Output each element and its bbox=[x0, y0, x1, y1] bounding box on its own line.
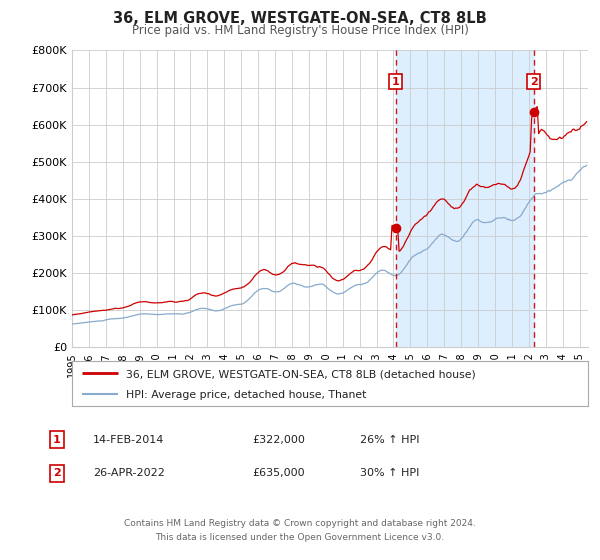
Text: 26% ↑ HPI: 26% ↑ HPI bbox=[360, 435, 419, 445]
Bar bbox=[395, 50, 534, 347]
Text: This data is licensed under the Open Government Licence v3.0.: This data is licensed under the Open Gov… bbox=[155, 533, 445, 542]
Text: 30% ↑ HPI: 30% ↑ HPI bbox=[360, 468, 419, 478]
Text: Contains HM Land Registry data © Crown copyright and database right 2024.: Contains HM Land Registry data © Crown c… bbox=[124, 519, 476, 528]
Text: 1: 1 bbox=[53, 435, 61, 445]
Text: 26-APR-2022: 26-APR-2022 bbox=[93, 468, 165, 478]
Text: HPI: Average price, detached house, Thanet: HPI: Average price, detached house, Than… bbox=[126, 390, 367, 400]
Text: £322,000: £322,000 bbox=[252, 435, 305, 445]
Text: 2: 2 bbox=[530, 77, 538, 87]
Text: 2: 2 bbox=[53, 468, 61, 478]
Text: 36, ELM GROVE, WESTGATE-ON-SEA, CT8 8LB: 36, ELM GROVE, WESTGATE-ON-SEA, CT8 8LB bbox=[113, 11, 487, 26]
Text: £635,000: £635,000 bbox=[252, 468, 305, 478]
Text: 14-FEB-2014: 14-FEB-2014 bbox=[93, 435, 164, 445]
Text: 1: 1 bbox=[392, 77, 400, 87]
Text: 36, ELM GROVE, WESTGATE-ON-SEA, CT8 8LB (detached house): 36, ELM GROVE, WESTGATE-ON-SEA, CT8 8LB … bbox=[126, 370, 476, 380]
Text: Price paid vs. HM Land Registry's House Price Index (HPI): Price paid vs. HM Land Registry's House … bbox=[131, 24, 469, 36]
